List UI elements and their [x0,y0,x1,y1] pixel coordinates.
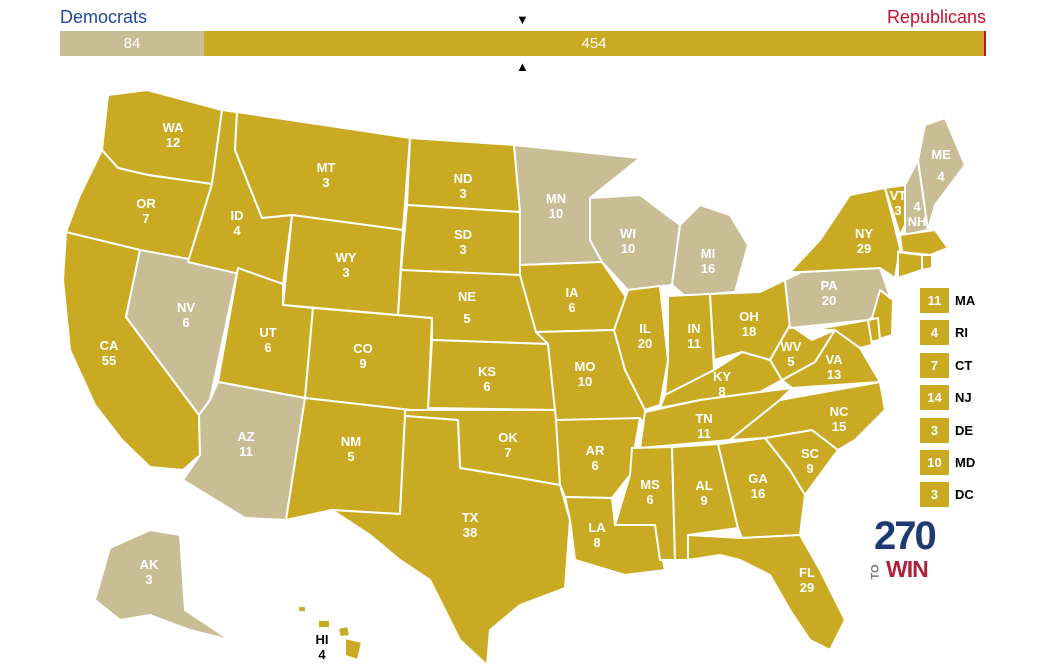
state-label-AZ: AZ 11 [237,429,254,459]
state-IL[interactable] [613,285,669,411]
democrat-total: 84 [60,31,204,56]
small-state-abbr: MA [955,293,976,308]
state-label-WV: WV 5 [781,339,802,369]
state-MD[interactable] [811,319,873,349]
small-state-row-ri[interactable]: 4 RI [920,320,975,346]
state-label-WI: WI 10 [620,226,636,256]
republicans-label: Republicans [886,7,986,27]
state-label-GA: GA 16 [748,471,768,501]
state-label-NV: NV 6 [177,300,195,330]
state-MA[interactable] [899,229,949,256]
state-label-MO: MO 10 [575,359,596,389]
state-label-TN: TN 11 [695,411,712,441]
small-state-abbr: NJ [955,390,972,406]
state-label-NC: NC 15 [830,404,849,434]
state-label-PA: PA 20 [820,278,838,308]
majority-marker-bottom-icon: ▲ [516,59,529,74]
logo-number: 270 [874,514,937,558]
state-label-WY: WY 3 [336,250,357,280]
state-label-VA: VA 13 [825,352,843,382]
state-label-OR: OR 7 [136,196,156,226]
small-state-ev-box[interactable]: 10 [920,449,949,475]
small-state-row-md[interactable]: 10 MD [920,449,976,475]
state-label-CO: CO 9 [353,341,373,371]
small-state-row-nj[interactable]: 14 NJ [920,385,975,411]
state-HI[interactable] [297,605,363,661]
state-label-MN: MN 10 [546,191,566,221]
tally-end-mark [984,31,986,56]
state-LA[interactable] [564,496,666,576]
state-CT[interactable] [897,251,923,279]
state-NC[interactable] [729,381,886,451]
small-state-row-de[interactable]: 3 DE [920,417,975,443]
state-label-OH: OH 18 [739,309,759,339]
state-label-AK: AK 3 [140,557,159,587]
small-state-ev-box[interactable]: 3 [920,482,949,508]
state-label-LA: LA 8 [588,520,606,550]
democrats-label: Democrats [60,7,148,27]
small-state-ev-box[interactable]: 11 [920,288,949,313]
small-state-ev-box[interactable]: 7 [920,352,949,378]
state-label-SC: SC 9 [801,446,820,476]
state-label-MS: MS 6 [640,477,660,507]
state-label-HI: HI 4 [316,632,329,662]
state-label-NH: 4 NH [908,199,927,229]
state-CO[interactable] [304,307,433,413]
small-state-ev-box[interactable]: 3 [920,417,949,443]
state-label-WA: WA 12 [163,120,185,150]
small-state-row-ma[interactable]: 11 MA [920,288,975,313]
270towin-logo[interactable]: 270 TO WIN [869,514,942,582]
state-label-NY: NY 29 [855,226,873,256]
state-label-NE: NE 5 [458,289,476,326]
state-label-CA: CA 55 [100,338,119,368]
republican-total: 454 [204,31,984,56]
state-label-KY: KY 8 [713,369,731,399]
state-AK[interactable] [94,529,231,641]
state-label-IA: IA 6 [566,285,580,315]
state-label-TX: TX 38 [462,510,479,540]
state-label-ME: ME 4 [931,147,951,184]
state-label-NM: NM 5 [341,434,361,464]
state-label-AR: AR 6 [586,443,605,473]
majority-marker-top-icon: ▼ [516,12,529,27]
small-state-abbr: RI [955,325,968,341]
state-label-IL: IL 20 [638,321,652,351]
small-state-abbr: CT [955,357,973,373]
state-label-MT: MT 3 [317,160,336,190]
small-states-legend: 11 MA 4 RI 7 CT 14 NJ 3 DE 10 MD 3 DC [920,288,975,515]
state-label-UT: UT 6 [259,325,276,355]
state-label-KS: KS 6 [478,364,496,394]
state-label-IN: IN 11 [687,321,701,351]
state-label-VT: VT 3 [890,188,907,218]
state-label-ND: ND 3 [454,171,473,201]
state-label-MI: MI 16 [701,246,715,276]
state-label-SD: SD 3 [454,227,472,257]
electoral-vote-tally-bar: 84 454 [60,31,986,56]
state-MI[interactable] [671,204,749,297]
state-label-AL: AL 9 [695,478,712,508]
small-state-ev-box[interactable]: 4 [920,320,949,346]
small-state-abbr: DE [955,422,974,438]
small-state-abbr: MD [955,454,976,470]
state-label-OK: OK 7 [498,430,518,460]
state-FL[interactable] [687,534,846,651]
state-label-FL: FL 29 [799,565,815,595]
state-RI[interactable] [921,254,933,271]
state-labels: WA 12 OR 7 CA 55 NV 6 ID 4 MT 3 WY 3 UT 6 AZ 11 C… [100,120,951,662]
small-state-abbr: DC [955,487,974,503]
logo-to: TO [869,564,882,580]
state-NY[interactable] [789,187,901,279]
state-label-ID: ID 4 [231,208,244,238]
small-state-ev-box[interactable]: 14 [920,385,949,411]
small-state-row-ct[interactable]: 7 CT [920,352,975,378]
small-state-row-dc[interactable]: 3 DC [920,482,975,508]
logo-win: WIN [886,556,929,582]
state-TX[interactable] [331,415,571,666]
